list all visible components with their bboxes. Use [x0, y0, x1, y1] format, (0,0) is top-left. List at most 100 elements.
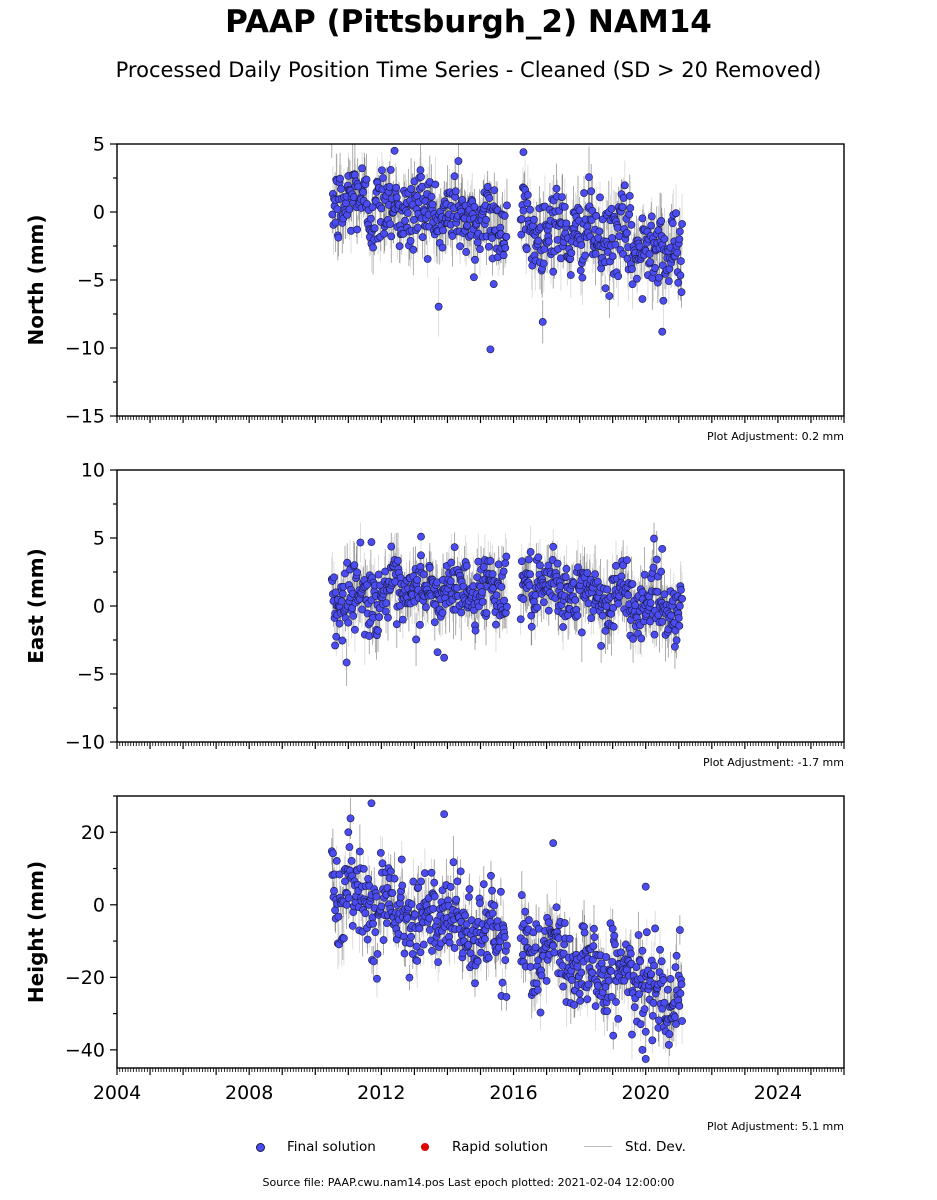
final-solution-point: [674, 278, 683, 287]
final-solution-point: [379, 936, 388, 944]
final-solution-point: [554, 934, 563, 943]
final-solution-point: [488, 886, 496, 895]
final-solution-point: [430, 618, 439, 627]
final-solution-point: [674, 614, 683, 622]
final-solution-point: [678, 594, 686, 603]
final-solution-point: [420, 869, 429, 878]
final-solution-point: [609, 622, 618, 631]
final-solution-point: [446, 883, 455, 891]
final-solution-point: [633, 274, 641, 283]
final-solution-point: [461, 911, 469, 920]
final-solution-point: [419, 570, 428, 579]
final-solution-point: [519, 595, 528, 604]
final-solution-point: [632, 963, 641, 971]
final-solution-point: [637, 634, 646, 643]
final-solution-point: [559, 982, 568, 991]
final-solution-point: [427, 868, 436, 877]
final-solution-point: [434, 302, 443, 311]
final-solution-point: [650, 630, 659, 639]
final-solution-point: [427, 192, 436, 201]
final-solution-point: [567, 249, 576, 257]
final-solution-point: [601, 284, 610, 293]
final-solution-point: [470, 202, 479, 211]
final-solution-point: [675, 235, 684, 244]
final-solution-point: [519, 148, 528, 157]
final-solution-point: [413, 956, 422, 965]
final-solution-point: [330, 886, 338, 895]
final-solution-point: [372, 892, 381, 901]
final-solution-point: [549, 267, 558, 276]
legend-std-label: Std. Dev.: [625, 1139, 686, 1155]
final-solution-point: [604, 976, 613, 985]
final-solution-point: [445, 938, 454, 947]
final-solution-point: [384, 613, 392, 622]
final-solution-point: [552, 184, 561, 193]
final-solution-point: [609, 603, 618, 612]
final-solution-point: [490, 186, 499, 195]
final-solution-point: [431, 180, 440, 189]
final-solution-point: [428, 200, 437, 209]
final-solution-point: [371, 928, 380, 937]
final-solution-point: [348, 922, 357, 930]
final-solution-point: [385, 182, 394, 191]
final-solution-point: [473, 957, 482, 966]
final-solution-point: [625, 210, 634, 219]
final-solution-point: [478, 588, 487, 596]
final-solution-point: [666, 975, 675, 983]
final-solution-point: [503, 201, 511, 210]
final-solution-point: [484, 242, 493, 251]
final-solution-point: [620, 181, 629, 190]
final-solution-point: [650, 534, 658, 543]
final-solution-point: [494, 943, 503, 952]
final-solution-point: [430, 878, 439, 887]
final-solution-point: [626, 204, 635, 212]
final-solution-point: [496, 887, 505, 896]
final-solution-point: [466, 949, 475, 958]
final-solution-point: [474, 557, 483, 566]
final-solution-point: [341, 877, 349, 886]
final-solution-point: [527, 611, 536, 620]
final-solution-point: [416, 948, 425, 957]
final-solution-point: [440, 810, 449, 819]
final-solution-point: [395, 242, 404, 251]
final-solution-point: [336, 174, 344, 183]
final-solution-point: [550, 948, 559, 957]
final-solution-point: [387, 232, 396, 241]
final-solution-point: [562, 219, 571, 228]
final-solution-point: [538, 318, 547, 326]
final-solution-point: [331, 588, 340, 597]
final-solution-point: [369, 243, 378, 252]
y-tick-label: 0: [93, 894, 105, 916]
final-solution-point: [456, 242, 465, 251]
final-solution-point: [393, 556, 402, 565]
final-solution-point: [502, 552, 511, 561]
x-tick-label: 2024: [754, 1082, 802, 1104]
final-solution-point: [450, 543, 459, 552]
final-solution-point: [640, 1005, 649, 1014]
final-solution-point: [614, 1015, 623, 1023]
final-solution-point: [369, 919, 378, 928]
final-solution-point: [332, 632, 341, 641]
final-solution-point: [525, 916, 533, 924]
final-solution-point: [367, 799, 376, 808]
final-solution-point: [471, 255, 479, 264]
final-solution-point: [646, 617, 655, 626]
final-solution-point: [573, 962, 582, 971]
final-solution-point: [577, 628, 586, 637]
final-solution-point: [630, 1003, 639, 1012]
plot-frame-panel-1: [116, 143, 845, 417]
final-solution-point: [526, 570, 534, 579]
final-solution-point: [580, 928, 589, 937]
final-solution-point: [374, 626, 382, 635]
final-solution-point: [638, 214, 647, 223]
final-solution-point: [539, 598, 548, 607]
final-solution-point: [649, 999, 658, 1007]
final-solution-point: [407, 932, 416, 941]
final-solution-point: [675, 926, 684, 934]
final-solution-point: [517, 557, 526, 566]
final-solution-point: [503, 602, 511, 611]
final-solution-point: [578, 273, 587, 282]
y-axis-label: North (mm): [24, 214, 48, 345]
final-solution-point: [463, 221, 472, 230]
final-solution-point: [675, 602, 684, 610]
